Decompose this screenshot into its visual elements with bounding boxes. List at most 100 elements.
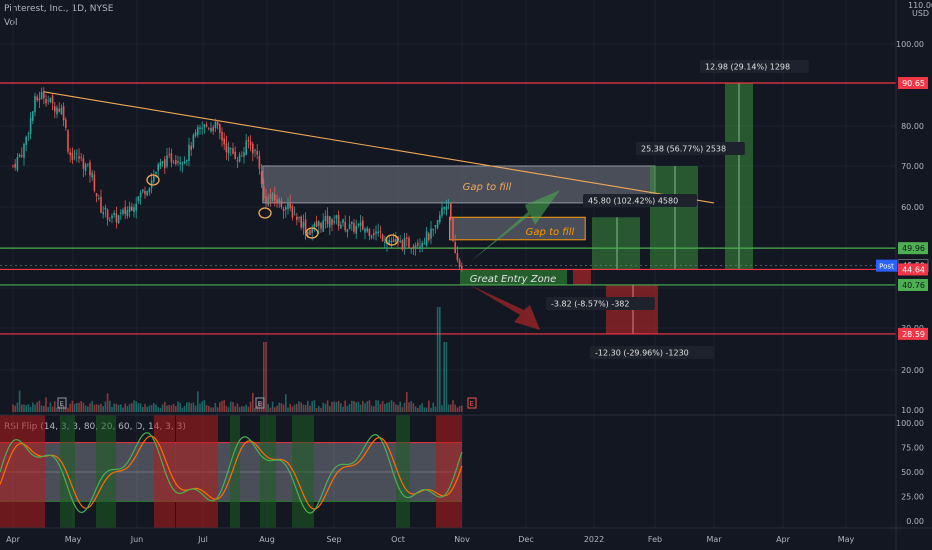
price-tick: 100.00 — [896, 40, 924, 49]
candle-body — [45, 98, 47, 104]
candle-body — [124, 206, 126, 215]
volume-bar — [329, 406, 331, 412]
rsi-tick: 50.00 — [901, 468, 924, 477]
candle-body — [16, 157, 19, 171]
candle-body — [445, 206, 448, 210]
candle-body — [27, 133, 30, 135]
candle-body — [159, 162, 162, 167]
volume-bar — [221, 400, 223, 412]
volume-bar — [269, 407, 272, 412]
volume-bar — [318, 406, 320, 412]
volume-bar — [293, 404, 296, 412]
candle-body — [106, 209, 109, 220]
time-tick: Sep — [326, 535, 341, 544]
rsi-tick: 25.00 — [901, 493, 924, 502]
candle-body — [54, 106, 56, 112]
candle-body — [408, 237, 410, 248]
volume-bar — [324, 403, 327, 412]
candle-body — [320, 223, 322, 229]
volume-bar — [117, 404, 120, 412]
candle-body — [452, 218, 454, 242]
time-tick: Apr — [6, 535, 21, 544]
target-label-box — [700, 60, 809, 73]
candle-body — [131, 206, 133, 211]
volume-bar — [23, 404, 25, 412]
up-arrow — [470, 190, 560, 262]
volume-bar — [441, 405, 443, 412]
highlight-circle — [305, 227, 319, 239]
volume-bar — [320, 407, 322, 412]
volume-bar — [241, 406, 243, 412]
volume-bar — [208, 405, 210, 412]
entry-zone — [460, 269, 567, 285]
volume-bar — [34, 404, 36, 412]
candle-body — [366, 228, 368, 232]
volume-bar — [236, 403, 239, 412]
candle-body — [309, 230, 311, 235]
candle-body — [214, 121, 217, 129]
candle-body — [280, 200, 283, 208]
candle-body — [458, 260, 461, 268]
candle-body — [399, 240, 401, 243]
volume-bar — [388, 402, 390, 412]
candle-body — [186, 159, 188, 162]
volume-bar — [271, 401, 274, 412]
volume-bar — [179, 402, 181, 412]
volume-bar — [307, 400, 309, 412]
volume-bar — [296, 403, 298, 412]
volume-bar — [258, 401, 261, 412]
candle-body — [205, 124, 208, 127]
candle-body — [95, 193, 98, 197]
candle-body — [128, 206, 131, 212]
volume-bar — [432, 402, 434, 412]
volume-bar — [342, 406, 344, 412]
volume-bar — [214, 402, 217, 412]
volume-bar — [278, 402, 280, 412]
volume-bar — [452, 400, 454, 412]
candle-body — [342, 219, 344, 223]
candle-body — [245, 140, 247, 155]
volume-bar — [186, 402, 188, 412]
volume-bar — [298, 401, 300, 412]
candle-body — [111, 215, 113, 219]
price-badge-label: 90.65 — [902, 79, 925, 88]
candle-body — [447, 202, 450, 204]
candle-body — [122, 209, 124, 214]
earnings-marker-label: E — [258, 400, 262, 408]
candle-body — [269, 194, 272, 200]
volume-bar — [373, 406, 375, 412]
volume-bar — [45, 397, 47, 412]
volume-bar — [425, 407, 428, 412]
volume-bar — [386, 402, 388, 412]
candle-body — [197, 127, 199, 136]
volume-bar — [359, 404, 362, 412]
time-tick: Nov — [454, 535, 470, 544]
candle-body — [210, 127, 212, 132]
candle-body — [324, 216, 327, 222]
candle-body — [368, 229, 371, 236]
horizontal-levels — [0, 82, 896, 335]
candle-body — [375, 231, 377, 234]
volume-bar — [227, 407, 230, 412]
candle-body — [32, 111, 34, 121]
price-axis-top: 110.00 — [908, 1, 932, 10]
candle-body — [190, 145, 192, 150]
candle-body — [188, 144, 190, 162]
candle-body — [267, 197, 269, 206]
volume-bar — [397, 405, 399, 412]
candle-body — [216, 121, 219, 126]
candle-body — [181, 163, 184, 165]
volume-bar — [232, 402, 234, 412]
candles — [12, 87, 463, 272]
volume-bar — [399, 401, 401, 412]
candle-body — [43, 92, 45, 99]
candle-body — [271, 192, 274, 202]
volume-bar — [122, 407, 124, 412]
volume-bar — [414, 406, 417, 412]
volume-bar — [265, 342, 267, 412]
candle-body — [406, 237, 408, 239]
